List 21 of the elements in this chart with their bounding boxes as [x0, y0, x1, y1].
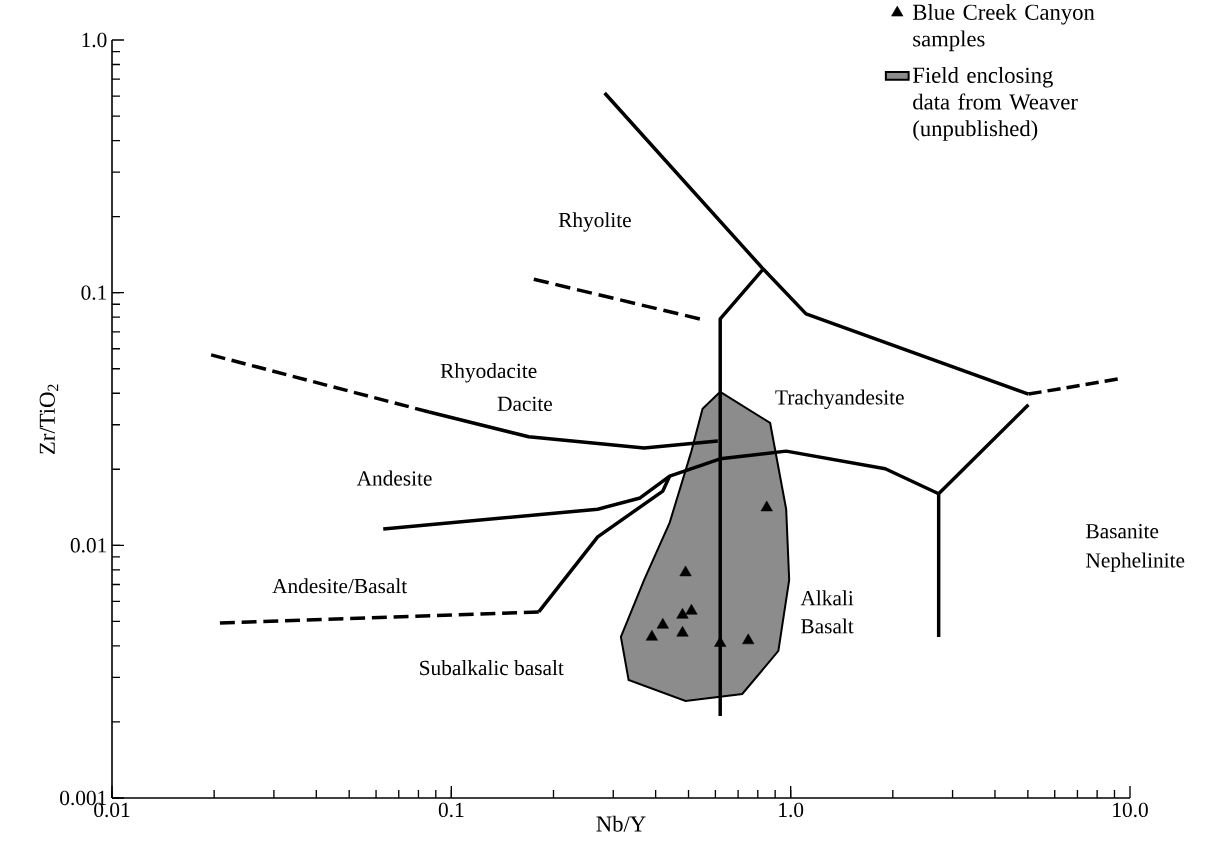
legend-label: Field enclosing data from Weaver (unpublished) [912, 66, 1078, 141]
annotation: Subalkalic basalt [420, 660, 564, 676]
annotation: Basanite [1086, 524, 1159, 539]
annotation: Basalt [801, 618, 854, 634]
x-tick-label: 0.1 [438, 802, 464, 818]
annotation: Rhyolite [558, 212, 631, 232]
annotation: Andesite [356, 470, 432, 486]
x-axis-title: Nb/Y [596, 815, 646, 832]
y-tick-label: 0.1 [81, 285, 107, 300]
x-tick-label: 10.0 [1113, 802, 1148, 818]
annotation: Dacite [497, 396, 553, 411]
x-tick-label: 1.0 [779, 802, 804, 818]
annotation: Trachyandesite [775, 389, 904, 409]
annotation: Alkali [800, 590, 854, 606]
annotation: Nephelinite [1086, 552, 1185, 572]
annotation: Andesite/Basalt [272, 578, 408, 594]
annotation: Rhyodacite [440, 363, 537, 383]
y-tick-label: 1.0 [82, 32, 107, 48]
y-axis-title: Zr/TiO$_{2}$ [39, 384, 59, 454]
y-tick-label: 0.01 [70, 538, 107, 553]
legend-label: Blue Creek Canyon samples [912, 3, 1095, 52]
